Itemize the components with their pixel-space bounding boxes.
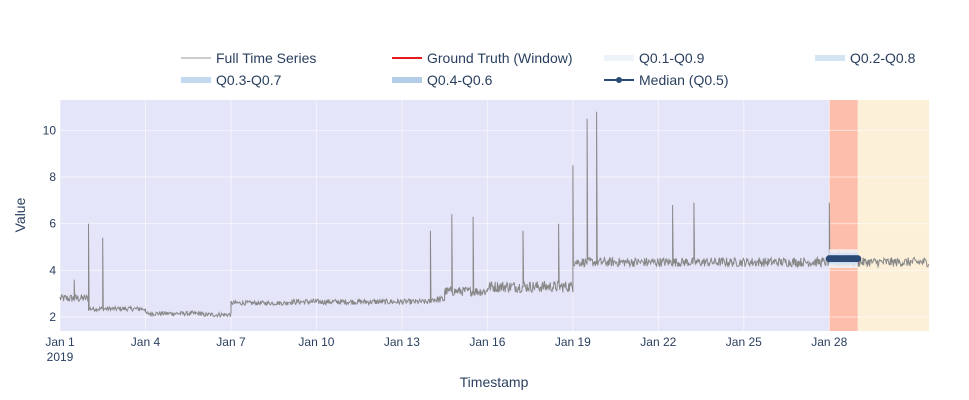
plot-background — [60, 100, 929, 331]
x-tick-label: Jan 10 — [298, 335, 334, 349]
y-tick-label: 6 — [49, 217, 56, 231]
legend-swatch-median-marker — [616, 77, 622, 83]
median-point — [854, 255, 862, 263]
legend-label-q04-q06: Q0.4-Q0.6 — [427, 72, 493, 88]
legend-label-full-time-series: Full Time Series — [216, 50, 316, 66]
plot-area[interactable] — [59, 100, 930, 331]
y-tick-label: 2 — [49, 310, 56, 324]
x-axis-title: Timestamp — [460, 374, 529, 390]
legend-label-q03-q07: Q0.3-Q0.7 — [216, 72, 282, 88]
legend-label-median: Median (Q0.5) — [639, 72, 728, 88]
x-tick-label: Jan 1 — [45, 335, 75, 349]
y-tick-label: 10 — [43, 123, 57, 137]
legend-label-q02-q08: Q0.2-Q0.8 — [850, 50, 916, 66]
y-axis-title: Value — [12, 197, 28, 232]
legend-item-median[interactable]: Median (Q0.5) — [604, 72, 728, 88]
x-tick-label: Jan 4 — [131, 335, 161, 349]
x-tick-label: Jan 25 — [726, 335, 762, 349]
series-full-time-series — [59, 111, 930, 319]
legend-label-q01-q09: Q0.1-Q0.9 — [639, 50, 705, 66]
x-tick-label: Jan 19 — [555, 335, 591, 349]
y-tick-label: 8 — [49, 170, 56, 184]
legend-item-ground-truth[interactable]: Ground Truth (Window) — [392, 50, 573, 66]
legend-label-ground-truth: Ground Truth (Window) — [427, 50, 573, 66]
legend-item-q01-q09[interactable]: Q0.1-Q0.9 — [604, 50, 705, 66]
x-tick-label: Jan 13 — [384, 335, 420, 349]
legend[interactable]: Full Time Series Ground Truth (Window) Q… — [181, 50, 916, 88]
shaded-region-1 — [857, 100, 929, 331]
x-tick-sublabel: 2019 — [47, 350, 74, 364]
legend-item-q04-q06[interactable]: Q0.4-Q0.6 — [392, 72, 493, 88]
y-tick-label: 4 — [49, 263, 56, 277]
shaded-region-0 — [829, 100, 858, 331]
x-tick-label: Jan 28 — [811, 335, 847, 349]
x-tick-label: Jan 16 — [469, 335, 505, 349]
x-tick-label: Jan 22 — [640, 335, 676, 349]
legend-item-q03-q07[interactable]: Q0.3-Q0.7 — [181, 72, 282, 88]
x-tick-label: Jan 7 — [216, 335, 246, 349]
legend-item-q02-q08[interactable]: Q0.2-Q0.8 — [815, 50, 916, 66]
legend-item-full-time-series[interactable]: Full Time Series — [181, 50, 316, 66]
